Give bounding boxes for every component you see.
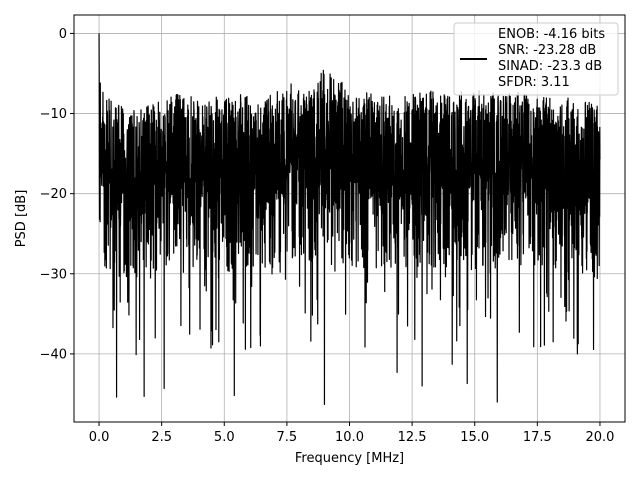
x-axis-ticks: 0.0 2.5 5.0 7.5 10.0 12.5 15.0 17.5 20.0: [89, 422, 614, 445]
x-tick-label: 15.0: [460, 430, 489, 445]
y-axis-label: PSD [dB]: [14, 190, 29, 248]
y-axis-ticks: 0 −10 −20 −30 −40: [40, 27, 74, 362]
psd-series-line: [98, 33, 601, 405]
legend-entry-sinad: SINAD: -23.3 dB: [498, 59, 602, 74]
y-tick-label: −40: [40, 347, 67, 362]
legend: ENOB: -4.16 bits SNR: -23.28 dB SINAD: -…: [453, 22, 619, 96]
x-tick-label: 2.5: [151, 430, 172, 445]
x-tick-label: 5.0: [214, 430, 235, 445]
legend-box: [453, 22, 619, 96]
y-tick-label: −10: [40, 107, 67, 122]
x-tick-label: 17.5: [523, 430, 552, 445]
x-tick-label: 10.0: [335, 430, 364, 445]
x-tick-label: 20.0: [585, 430, 614, 445]
x-axis-label: Frequency [MHz]: [295, 451, 404, 466]
y-tick-label: −20: [40, 187, 67, 202]
x-tick-label: 7.5: [277, 430, 298, 445]
y-tick-label: −30: [40, 267, 67, 282]
legend-entry-enob: ENOB: -4.16 bits: [498, 27, 605, 42]
legend-entry-sfdr: SFDR: 3.11: [498, 75, 570, 90]
x-tick-label: 12.5: [398, 430, 427, 445]
x-tick-label: 0.0: [89, 430, 110, 445]
legend-entry-snr: SNR: -23.28 dB: [498, 43, 596, 58]
y-tick-label: 0: [59, 27, 67, 42]
psd-series: [98, 33, 601, 405]
